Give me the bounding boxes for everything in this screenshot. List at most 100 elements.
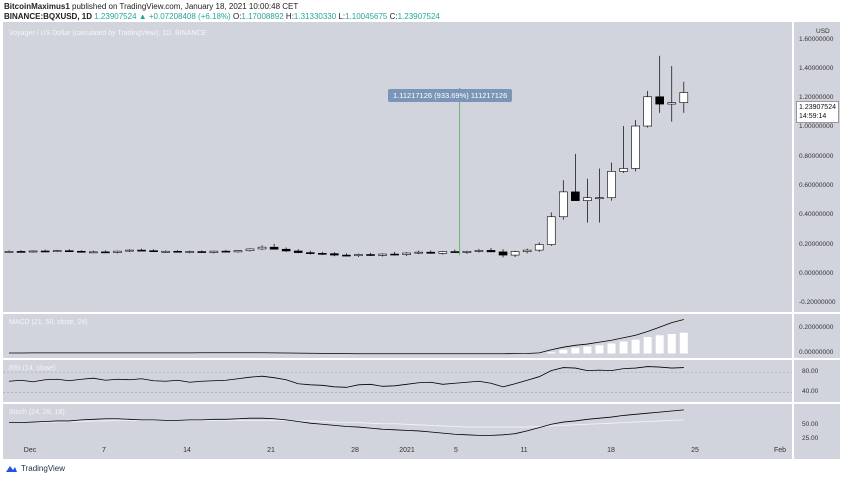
candle-up [113, 250, 122, 253]
candle-down [77, 250, 86, 253]
candle-up [583, 197, 592, 201]
candle-up [643, 96, 652, 127]
price-tick-label: 1.00000000 [799, 123, 834, 131]
candle-up [4, 251, 14, 253]
symbol-label: BINANCE:BQXUSD, 1D [4, 12, 93, 21]
price-tick-label: 1.20000000 [799, 94, 834, 102]
candle-up [89, 251, 98, 254]
candle-up [233, 250, 243, 253]
measure-annotation[interactable]: 1.11217126 (933.69%) 111217126 [388, 89, 513, 102]
candle-up [607, 171, 616, 199]
candle-up [558, 191, 568, 218]
close-value: 1.23907524 [397, 12, 440, 21]
macd-axis: 0.20000000 0.00000000 [794, 314, 840, 358]
candle-down [16, 251, 26, 253]
candle-up [631, 125, 640, 169]
candle-up [354, 254, 363, 256]
rsi-title: RSI (14, close) [9, 365, 56, 372]
close-label: C: [389, 12, 398, 21]
time-tick-label: 2021 [399, 447, 415, 454]
ohlc-info: BINANCE:BQXUSD, 1D 1.23907524 ▲ +0.07208… [4, 12, 440, 21]
macd-histogram-bar [607, 343, 616, 354]
candle-down [450, 251, 460, 253]
candle-up [161, 250, 170, 253]
price-pane-title: Voyager / US Dollar (calculated by Tradi… [9, 30, 207, 37]
candle-down [426, 251, 436, 254]
macd-tick-label: 0.20000000 [799, 324, 834, 332]
candle-down [101, 251, 110, 254]
time-tick-label: 11 [520, 447, 528, 454]
candle-down [149, 250, 158, 252]
macd-histogram-bar [559, 349, 568, 354]
tradingview-logo[interactable]: TradingView [4, 464, 65, 473]
price-tick-label: 1.60000000 [799, 35, 834, 43]
candle-down [366, 254, 375, 256]
time-tick-label: Dec [23, 447, 37, 454]
macd-chart [9, 319, 688, 355]
candle-up [522, 249, 532, 252]
candle-down [281, 248, 291, 252]
candle-up [474, 250, 484, 252]
macd-pane[interactable]: MACD (21, 50, close, 24) [3, 314, 792, 358]
price-tick-label: 0.80000000 [799, 152, 834, 160]
candle-down [342, 254, 351, 257]
candle-down [293, 250, 303, 253]
time-tick-label: 14 [183, 447, 191, 454]
candle-up [245, 248, 255, 251]
candle-down [305, 252, 315, 254]
open-value: 1.17008892 [241, 12, 284, 21]
candle-down [137, 249, 146, 252]
macd-title: MACD (21, 50, close, 24) [9, 319, 88, 326]
candle-down [390, 253, 399, 256]
price-tick-label: 0.60000000 [799, 182, 834, 190]
candle-up [546, 216, 556, 245]
axis-corner [794, 444, 840, 459]
macd-line [9, 319, 684, 355]
candle-down [317, 253, 327, 255]
candle-up [438, 251, 448, 254]
time-tick-label: 18 [607, 447, 615, 454]
stoch-k-line [9, 409, 684, 436]
candle-down [486, 250, 496, 253]
bar-countdown: 14:59:14 [799, 113, 827, 120]
price-tick-label: 1.40000000 [799, 64, 834, 72]
candle-up [510, 251, 520, 256]
price-pane[interactable]: Voyager / US Dollar (calculated by Tradi… [3, 22, 792, 312]
macd-tick-label: 0.00000000 [799, 349, 834, 357]
stoch-axis: 50.00 25.00 [794, 404, 840, 444]
candle-up [402, 252, 411, 255]
candle-down [197, 251, 207, 253]
time-axis[interactable]: Dec 7 14 21 28 2021 5 11 18 25 Feb [3, 444, 792, 459]
macd-histogram-bar [643, 337, 652, 354]
time-tick-label: 5 [454, 447, 458, 454]
price-tick-label: -0.20000000 [799, 299, 836, 307]
rsi-pane[interactable]: RSI (14, close) [3, 360, 792, 402]
tradingview-brand: TradingView [21, 464, 66, 473]
candlestick-chart[interactable] [3, 22, 792, 312]
candle-down [64, 250, 74, 252]
rsi-axis: 80.00 40.00 [794, 360, 840, 402]
open-label: O: [232, 12, 242, 21]
rsi-line [8, 366, 684, 388]
publisher-name[interactable]: BitcoinMaximus1 [4, 2, 70, 11]
candle-up [257, 246, 267, 250]
candle-down [330, 253, 339, 256]
footer: TradingView [0, 461, 850, 478]
stoch-pane[interactable]: Stoch (24, 28, 18) [3, 404, 792, 444]
candle-up [185, 251, 195, 253]
candle-up [28, 250, 38, 253]
macd-histogram-bar [631, 339, 640, 354]
rsi-chart [3, 366, 792, 393]
axis-unit: USD [816, 28, 830, 35]
rsi-tick-label: 40.00 [802, 388, 819, 396]
macd-histogram-bar [667, 333, 676, 354]
candle-up [209, 250, 219, 253]
candle-down [173, 250, 182, 253]
time-tick-label: 21 [267, 447, 275, 454]
publish-info: BitcoinMaximus1 published on TradingView… [4, 2, 298, 11]
price-axis[interactable]: USD 1.60000000 1.40000000 1.20000000 1.0000… [794, 22, 840, 312]
candle-down [40, 250, 50, 253]
candle-up [462, 250, 472, 253]
tradingview-cloud-icon [6, 466, 17, 472]
stoch-tick-label: 25.00 [802, 435, 819, 443]
